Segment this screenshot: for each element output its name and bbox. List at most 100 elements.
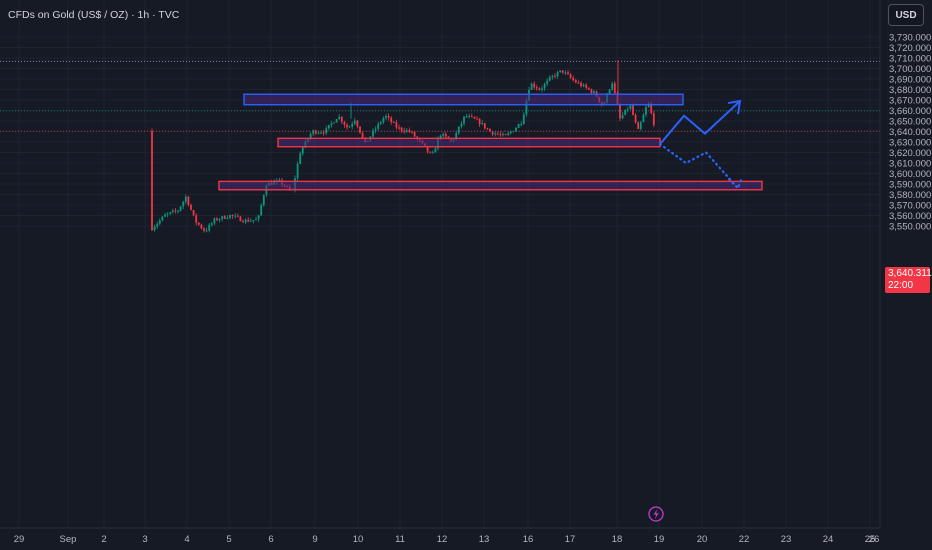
candle-body bbox=[582, 84, 585, 87]
candle-body bbox=[171, 210, 174, 213]
time-tick-label: 2 bbox=[101, 534, 106, 545]
candle-body bbox=[468, 115, 471, 117]
candle-body bbox=[413, 132, 416, 137]
time-tick-label: 24 bbox=[823, 534, 834, 545]
candle-body bbox=[650, 103, 653, 114]
candle-body bbox=[455, 132, 458, 140]
candle-body bbox=[382, 117, 385, 123]
symbol-legend[interactable]: CFDs on Gold (US$ / OZ) · 1h · TVC bbox=[8, 9, 180, 21]
currency-button[interactable]: USD bbox=[888, 4, 924, 26]
candle-body bbox=[463, 116, 465, 124]
grid bbox=[0, 0, 880, 528]
candle-body bbox=[278, 180, 281, 182]
candle-body bbox=[476, 118, 478, 120]
candle-body bbox=[301, 147, 304, 154]
time-tick-label: 29 bbox=[14, 534, 25, 545]
candle-body bbox=[242, 221, 244, 223]
candle-body bbox=[426, 146, 429, 152]
last-price-badge: 3,640.311 22:00 bbox=[885, 267, 932, 293]
candle-body bbox=[158, 220, 161, 224]
price-tick-label: 3,670.000 bbox=[889, 96, 931, 107]
candle-body bbox=[567, 72, 569, 75]
candle-body bbox=[327, 124, 330, 129]
candle-body bbox=[392, 122, 395, 124]
candle-body bbox=[192, 209, 195, 216]
projection-up bbox=[659, 100, 741, 145]
candle-body bbox=[408, 130, 411, 132]
candle-body bbox=[208, 224, 211, 231]
candle-body bbox=[317, 132, 320, 134]
candle-body bbox=[405, 130, 408, 132]
candle-body bbox=[439, 135, 442, 139]
candle-body bbox=[166, 213, 169, 215]
candle-body bbox=[257, 215, 260, 220]
candle-body bbox=[151, 131, 153, 231]
candle-body bbox=[507, 133, 510, 135]
candle-body bbox=[348, 126, 351, 128]
candle-body bbox=[619, 105, 621, 119]
candle-body bbox=[642, 114, 645, 123]
time-tick-label: 25 bbox=[865, 534, 876, 545]
lightning-icon[interactable] bbox=[648, 506, 664, 522]
candle-body bbox=[197, 222, 200, 225]
candle-body bbox=[398, 127, 400, 129]
candle-body bbox=[320, 132, 322, 134]
price-tick-label: 3,650.000 bbox=[889, 117, 931, 128]
time-tick-label: Sep bbox=[60, 534, 77, 545]
time-tick-label: 9 bbox=[312, 534, 317, 545]
candle-body bbox=[499, 134, 502, 136]
candle-body bbox=[340, 116, 343, 123]
candle-body bbox=[169, 212, 172, 214]
candle-body bbox=[535, 87, 538, 89]
candle-body bbox=[460, 123, 463, 127]
candle-body bbox=[470, 115, 473, 117]
candle-body bbox=[351, 123, 354, 127]
candle-body bbox=[223, 216, 226, 219]
price-tick-label: 3,660.000 bbox=[889, 106, 931, 117]
time-tick-label: 13 bbox=[479, 534, 490, 545]
candle-body bbox=[626, 109, 629, 111]
candle-body bbox=[244, 219, 247, 223]
candle-body bbox=[210, 223, 213, 225]
candle-body bbox=[491, 131, 494, 135]
candle-body bbox=[239, 216, 242, 222]
candle-body bbox=[483, 123, 486, 129]
projection-down-arrowhead bbox=[727, 176, 744, 191]
candle-body bbox=[335, 119, 338, 123]
time-tick-label: 10 bbox=[353, 534, 364, 545]
candle-body bbox=[489, 128, 491, 132]
candle-body bbox=[226, 218, 229, 220]
candle-body bbox=[299, 153, 302, 164]
candle-body bbox=[330, 123, 333, 125]
candle-body bbox=[372, 130, 374, 137]
candle-body bbox=[512, 131, 515, 133]
candle-body bbox=[504, 134, 507, 136]
candle-body bbox=[611, 83, 614, 90]
candle-body bbox=[411, 131, 413, 133]
candle-body bbox=[551, 75, 554, 78]
candle-body bbox=[522, 114, 525, 124]
candle-body bbox=[213, 218, 216, 224]
candle-body bbox=[221, 216, 224, 220]
candle-body bbox=[322, 132, 325, 134]
candle-body bbox=[593, 91, 595, 94]
candle-body bbox=[377, 123, 380, 129]
price-tick-label: 3,600.000 bbox=[889, 169, 931, 180]
time-tick-label: 18 bbox=[612, 534, 623, 545]
time-tick-label: 26 bbox=[869, 534, 880, 545]
candle-body bbox=[187, 196, 190, 205]
candle-body bbox=[309, 133, 312, 139]
candle-body bbox=[252, 220, 255, 222]
candle-body bbox=[190, 204, 192, 210]
candle-body bbox=[577, 82, 580, 84]
time-tick-label: 22 bbox=[739, 534, 750, 545]
candle-body bbox=[613, 83, 616, 94]
time-tick-label: 5 bbox=[226, 534, 231, 545]
price-tick-label: 3,690.000 bbox=[889, 75, 931, 86]
candle-body bbox=[387, 116, 390, 118]
candle-body bbox=[255, 219, 257, 221]
time-tick-label: 4 bbox=[184, 534, 189, 545]
candle-body bbox=[431, 152, 434, 154]
candle-body bbox=[164, 214, 166, 217]
